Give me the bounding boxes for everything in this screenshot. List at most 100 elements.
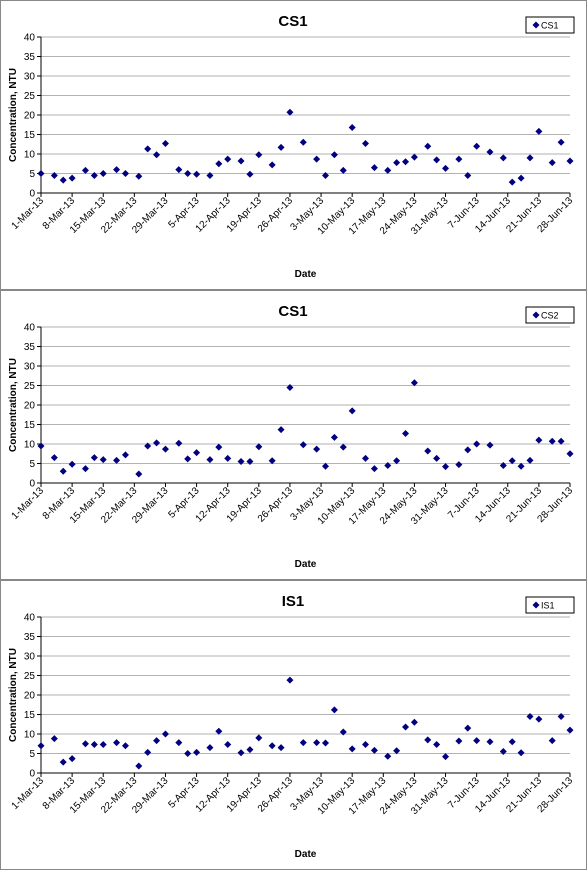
- data-point: [362, 139, 370, 147]
- data-point: [508, 738, 516, 746]
- data-point: [50, 454, 58, 462]
- data-point: [299, 739, 307, 747]
- data-point: [237, 749, 245, 757]
- y-axis-label: Concentration, NTU: [8, 68, 19, 162]
- data-point: [330, 433, 338, 441]
- y-tick-label: 0: [29, 189, 35, 200]
- data-point: [215, 727, 223, 735]
- data-point: [286, 383, 294, 391]
- y-tick-label: 35: [24, 632, 36, 643]
- data-point: [535, 715, 543, 723]
- data-point: [255, 443, 263, 451]
- data-point: [161, 139, 169, 147]
- panel-frame: [0, 290, 587, 580]
- y-tick-label: 20: [24, 691, 36, 702]
- data-point: [526, 456, 534, 464]
- data-point: [224, 155, 232, 163]
- data-point: [135, 470, 143, 478]
- data-point: [442, 753, 450, 761]
- data-point: [37, 442, 45, 450]
- data-point: [393, 159, 401, 167]
- data-point: [313, 739, 321, 747]
- data-point: [135, 762, 143, 770]
- data-point: [526, 154, 534, 162]
- data-point: [517, 749, 525, 757]
- data-point: [246, 746, 254, 754]
- data-point: [193, 748, 201, 756]
- data-point: [362, 454, 370, 462]
- data-point: [370, 746, 378, 754]
- panel-frame: [0, 580, 587, 870]
- legend-marker: [532, 311, 540, 319]
- data-point: [410, 379, 418, 387]
- y-tick-label: 35: [24, 342, 36, 353]
- data-point: [557, 437, 565, 445]
- data-point: [384, 166, 392, 174]
- x-axis-label: Date: [295, 559, 317, 570]
- data-point: [175, 739, 183, 747]
- data-point: [113, 739, 121, 747]
- y-tick-label: 35: [24, 52, 36, 63]
- data-point: [508, 178, 516, 186]
- data-point: [153, 737, 161, 745]
- data-point: [121, 451, 129, 459]
- legend-marker: [532, 21, 540, 29]
- y-tick-label: 30: [24, 652, 36, 663]
- data-point: [50, 735, 58, 743]
- data-point: [286, 676, 294, 684]
- data-point: [486, 148, 494, 156]
- data-point: [224, 454, 232, 462]
- data-point: [473, 737, 481, 745]
- data-point: [184, 455, 192, 463]
- data-point: [370, 164, 378, 172]
- data-point: [473, 440, 481, 448]
- data-point: [486, 738, 494, 746]
- y-axis-label: Concentration, NTU: [8, 358, 19, 452]
- legend-box: [525, 306, 575, 324]
- legend-label: IS1: [541, 601, 555, 611]
- data-point: [442, 463, 450, 471]
- data-point: [348, 407, 356, 415]
- data-point: [473, 142, 481, 150]
- data-point: [402, 158, 410, 166]
- data-point: [215, 160, 223, 168]
- data-point: [330, 706, 338, 714]
- data-point: [37, 742, 45, 750]
- data-point: [277, 143, 285, 151]
- data-point: [121, 170, 129, 177]
- data-point: [255, 734, 263, 742]
- data-point: [37, 170, 45, 177]
- data-point: [424, 142, 432, 150]
- data-point: [81, 740, 89, 748]
- data-point: [255, 151, 263, 159]
- data-point: [348, 123, 356, 131]
- data-point: [535, 436, 543, 444]
- data-point: [384, 752, 392, 760]
- data-point: [113, 456, 121, 464]
- data-point: [322, 739, 330, 747]
- y-tick-label: 40: [24, 613, 36, 624]
- y-tick-label: 25: [24, 381, 36, 392]
- y-tick-label: 5: [29, 169, 35, 180]
- data-point: [362, 741, 370, 749]
- chart-title: IS1: [282, 593, 305, 610]
- legend-box: [525, 596, 575, 614]
- data-point: [90, 171, 98, 179]
- data-point: [299, 138, 307, 146]
- y-tick-label: 0: [29, 479, 35, 490]
- data-point: [90, 454, 98, 462]
- chart-panel: CS105101520253035401-Mar-138-Mar-1315-Ma…: [0, 290, 587, 580]
- data-point: [424, 447, 432, 455]
- y-tick-label: 20: [24, 401, 36, 412]
- data-point: [548, 159, 556, 167]
- data-point: [464, 446, 472, 454]
- data-point: [113, 166, 121, 174]
- data-point: [348, 745, 356, 753]
- data-point: [442, 164, 450, 172]
- data-point: [277, 426, 285, 434]
- x-axis-label: Date: [295, 269, 317, 280]
- data-point: [557, 138, 565, 146]
- data-point: [330, 151, 338, 159]
- data-point: [455, 737, 463, 745]
